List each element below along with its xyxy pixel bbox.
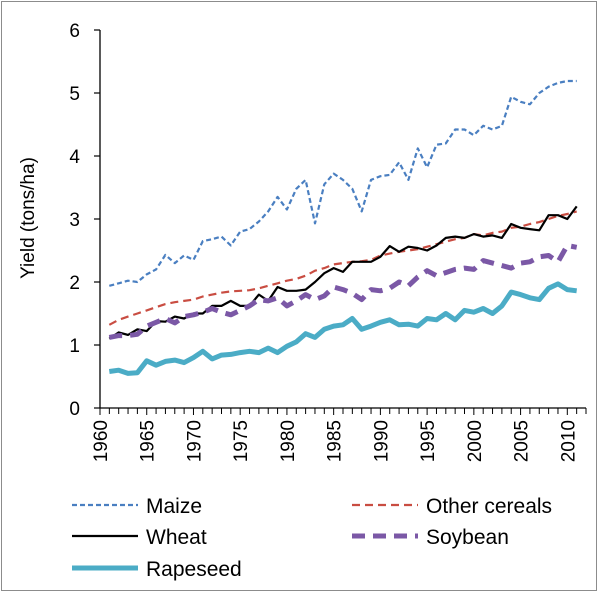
series-line-rapeseed [108, 281, 578, 376]
series-line-wheat [108, 205, 578, 340]
x-tick-label: 1960 [91, 420, 112, 462]
x-tick-label: 1995 [418, 420, 439, 462]
x-tick-label: 1980 [278, 420, 299, 462]
y-tick-label: 6 [69, 21, 80, 42]
legend-label-soybean: Soybean [426, 526, 509, 549]
y-tick-label: 0 [69, 399, 80, 420]
y-tick-label: 2 [69, 273, 80, 294]
y-tick-label: 3 [69, 210, 80, 231]
y-tick-label: 5 [69, 84, 80, 105]
x-tick-label: 2005 [512, 420, 533, 462]
legend: Maize Other cereals Wheat Soybean Rapeseed [72, 495, 552, 581]
legend-label-maize: Maize [146, 495, 202, 518]
y-tick-label: 4 [69, 147, 80, 168]
series-line-maize [109, 79, 577, 287]
series-line-other-cereals [108, 210, 577, 326]
x-tick-label: 2000 [465, 420, 486, 462]
x-tick-label: 1965 [138, 420, 159, 462]
series-line-soybean [108, 243, 578, 340]
legend-label-other-cereals: Other cereals [426, 495, 552, 518]
legend-label-rapeseed: Rapeseed [146, 558, 242, 581]
legend-label-wheat: Wheat [146, 526, 207, 549]
x-tick-label: 2010 [558, 420, 579, 462]
y-axis-title: Yield (tons/ha) [18, 157, 39, 279]
x-tick-label: 1970 [184, 420, 205, 462]
x-tick-label: 1975 [231, 420, 252, 462]
x-tick-label: 1985 [325, 420, 346, 462]
x-tick-label: 1990 [371, 420, 392, 462]
y-tick-label: 1 [69, 336, 80, 357]
plot-area: 0 1 2 3 4 5 6 1960 1965 1970 1975 1980 1985 1990 1995 2… [69, 21, 587, 462]
